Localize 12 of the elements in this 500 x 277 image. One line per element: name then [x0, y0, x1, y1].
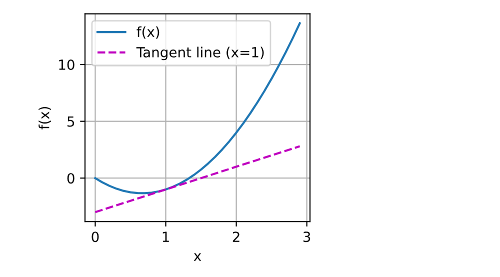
x-tick-label: 1	[162, 232, 169, 242]
y-tick-label: 0	[67, 173, 74, 184]
y-tick-label: 10	[59, 59, 74, 70]
line-series	[94, 22, 301, 194]
y-tick-label: 5	[68, 116, 74, 127]
y-axis-title: f(x)	[38, 106, 51, 130]
x-tick-label: 3	[303, 232, 310, 242]
x-tick-label: 2	[232, 232, 240, 242]
legend-label: f(x)	[136, 26, 160, 39]
x-axis-title: x	[194, 253, 202, 261]
x-tick-label: 0	[92, 232, 99, 242]
legend-label: Tangent line (x=1)	[136, 46, 264, 60]
